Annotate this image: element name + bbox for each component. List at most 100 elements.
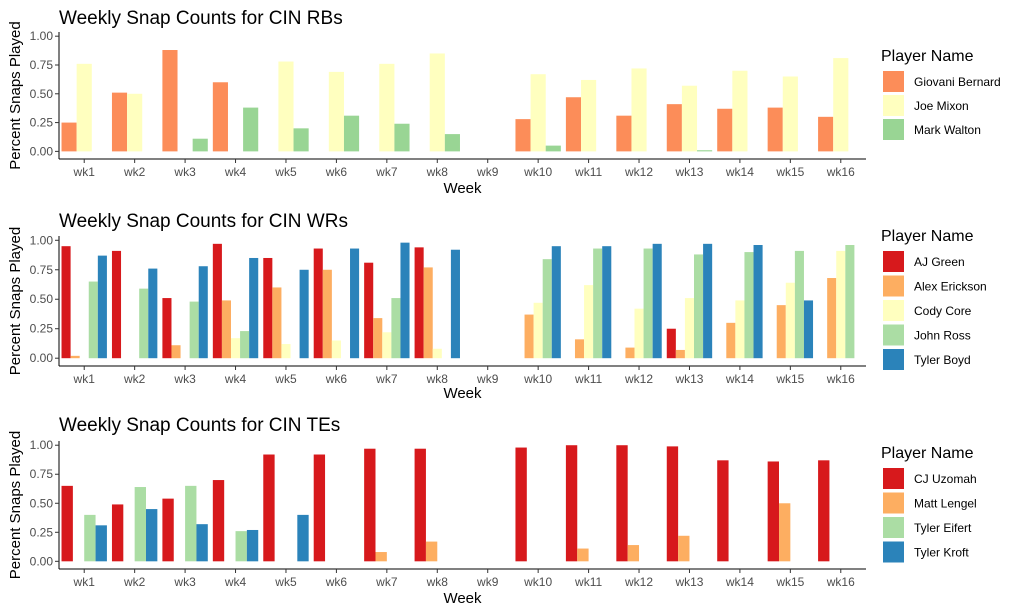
bar bbox=[246, 529, 259, 562]
y-tick-label: 0.50 bbox=[30, 496, 54, 510]
x-tick-label: wk6 bbox=[325, 575, 348, 589]
bar bbox=[230, 338, 241, 359]
y-tick-label: 0.00 bbox=[30, 144, 54, 158]
bar bbox=[212, 243, 222, 359]
x-tick-label: wk1 bbox=[73, 372, 96, 386]
y-axis-label: Percent Snaps Played bbox=[7, 21, 24, 169]
bar bbox=[221, 300, 231, 359]
chart-title: Weekly Snap Counts for CIN WRs bbox=[59, 211, 348, 232]
bar bbox=[189, 301, 199, 359]
x-tick-label: wk13 bbox=[674, 372, 703, 386]
legend-swatch bbox=[883, 275, 904, 297]
bar bbox=[643, 248, 653, 359]
x-tick-label: wk7 bbox=[375, 575, 398, 589]
bar bbox=[767, 461, 779, 562]
bar bbox=[196, 524, 208, 562]
bar bbox=[778, 503, 791, 562]
x-axis-label: Week bbox=[443, 590, 482, 607]
bar bbox=[574, 339, 585, 359]
legend-label: Mark Walton bbox=[914, 123, 981, 137]
bar bbox=[652, 243, 662, 359]
bar bbox=[753, 245, 763, 359]
bar bbox=[450, 249, 460, 359]
chart-panel-1: Weekly Snap Counts for CIN RBs Percent Sn… bbox=[7, 8, 1001, 197]
bar bbox=[84, 514, 96, 562]
x-tick-label: wk11 bbox=[574, 165, 602, 179]
x-tick-label: wk1 bbox=[73, 575, 96, 589]
bar bbox=[400, 242, 410, 359]
x-tick-label: wk2 bbox=[123, 372, 146, 386]
x-tick-label: wk16 bbox=[826, 372, 855, 386]
bar bbox=[212, 82, 228, 152]
bar bbox=[212, 480, 225, 562]
bar bbox=[684, 298, 695, 359]
bar bbox=[70, 355, 80, 359]
bar bbox=[364, 262, 374, 359]
x-tick-label: wk10 bbox=[523, 165, 552, 179]
bar bbox=[111, 92, 128, 152]
bar bbox=[744, 252, 754, 359]
bar bbox=[767, 107, 783, 152]
legend-label: Cody Core bbox=[914, 304, 972, 318]
legend-swatch bbox=[883, 251, 904, 272]
bar bbox=[694, 254, 704, 359]
x-tick-label: wk6 bbox=[325, 165, 348, 179]
bar bbox=[272, 287, 282, 359]
legend-label: AJ Green bbox=[914, 255, 965, 269]
legend-label: John Ross bbox=[914, 329, 971, 343]
x-tick-label: wk7 bbox=[375, 165, 398, 179]
y-tick-label: 1.00 bbox=[30, 438, 54, 452]
bar bbox=[414, 448, 426, 562]
bar bbox=[627, 545, 640, 562]
chart-title: Weekly Snap Counts for CIN TEs bbox=[59, 415, 340, 436]
legend: Player Name Giovani Bernard Joe Mixon Mark … bbox=[881, 48, 1001, 140]
y-axis-label: Percent Snaps Played bbox=[7, 431, 24, 579]
bar bbox=[373, 318, 383, 359]
bar bbox=[134, 487, 147, 562]
y-tick-label: 0.25 bbox=[30, 322, 54, 336]
bar bbox=[61, 122, 77, 152]
bar bbox=[313, 454, 326, 562]
bar bbox=[423, 267, 433, 359]
legend-swatch bbox=[883, 517, 904, 538]
x-tick-label: wk8 bbox=[426, 165, 449, 179]
bar bbox=[625, 347, 635, 359]
x-tick-label: wk12 bbox=[624, 575, 653, 589]
bar bbox=[382, 332, 392, 359]
legend-title: Player Name bbox=[881, 48, 974, 65]
x-tick-label: wk5 bbox=[274, 575, 297, 589]
x-tick-label: wk16 bbox=[826, 165, 855, 179]
bar bbox=[717, 108, 733, 152]
bar bbox=[429, 53, 445, 152]
legend-label: Matt Lengel bbox=[914, 497, 977, 511]
bar bbox=[845, 245, 855, 359]
legend-title: Player Name bbox=[881, 445, 974, 462]
y-tick-label: 0.25 bbox=[30, 525, 54, 539]
x-tick-label: wk2 bbox=[123, 575, 146, 589]
bar bbox=[703, 243, 713, 359]
x-tick-label: wk4 bbox=[224, 372, 247, 386]
legend-title: Player Name bbox=[881, 228, 974, 245]
bar bbox=[565, 97, 582, 152]
bar bbox=[61, 246, 71, 359]
bar bbox=[61, 485, 73, 562]
x-tick-label: wk8 bbox=[426, 575, 449, 589]
bar bbox=[776, 305, 786, 359]
bar bbox=[331, 340, 341, 359]
bar bbox=[364, 448, 376, 562]
bar bbox=[299, 269, 309, 359]
bar bbox=[146, 509, 158, 562]
legend-swatch bbox=[883, 492, 904, 514]
bar bbox=[533, 302, 543, 359]
legend-label: Joe Mixon bbox=[914, 99, 969, 113]
x-tick-label: wk14 bbox=[725, 575, 754, 589]
bar bbox=[148, 268, 158, 359]
bar bbox=[343, 115, 360, 152]
x-tick-label: wk5 bbox=[274, 372, 297, 386]
y-axis-label: Percent Snaps Played bbox=[7, 227, 24, 375]
legend-swatch bbox=[883, 541, 904, 563]
x-tick-label: wk16 bbox=[826, 575, 855, 589]
bar bbox=[530, 74, 546, 152]
x-tick-label: wk3 bbox=[173, 165, 196, 179]
